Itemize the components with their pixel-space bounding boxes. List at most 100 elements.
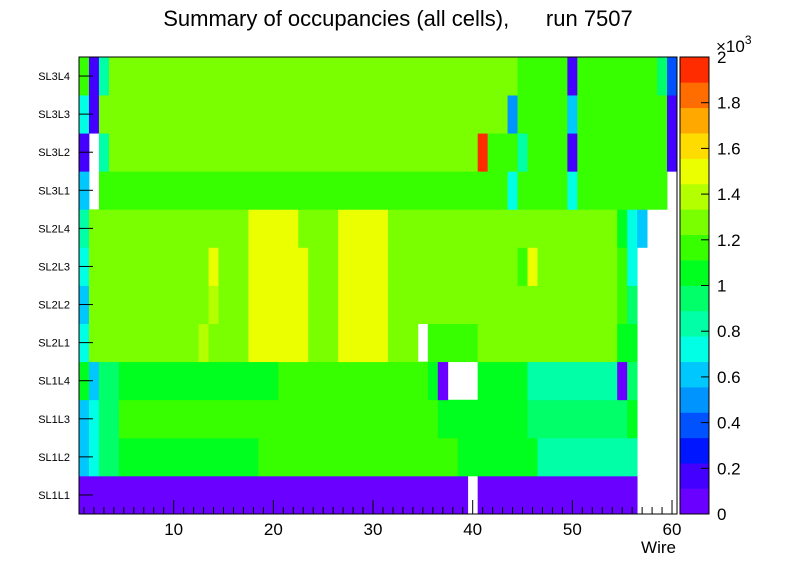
color-scale-swatch bbox=[680, 463, 709, 489]
y-tick-label: SL1L3 bbox=[38, 414, 70, 426]
heatmap-cell bbox=[627, 209, 638, 248]
heatmap-cell bbox=[118, 437, 259, 477]
color-scale-label: 1.8 bbox=[717, 94, 741, 113]
y-tick-label: SL3L1 bbox=[38, 185, 70, 197]
heatmap-cell bbox=[88, 361, 100, 401]
x-tick-label: 60 bbox=[663, 520, 682, 539]
heatmap-cell bbox=[577, 95, 668, 134]
heatmap-cell bbox=[617, 209, 628, 248]
heatmap-cell bbox=[527, 247, 538, 286]
heatmap-cell bbox=[338, 285, 389, 324]
y-tick-label: SL3L3 bbox=[38, 109, 70, 121]
heatmap-cell bbox=[517, 133, 528, 172]
color-scale-swatch bbox=[680, 57, 709, 83]
heatmap-cell bbox=[88, 323, 160, 363]
color-scale-swatch bbox=[680, 107, 709, 134]
color-scale-label: 0.4 bbox=[717, 414, 741, 433]
heatmap-cell bbox=[667, 95, 678, 134]
y-tick-label: SL1L4 bbox=[38, 376, 70, 388]
heatmap-cell bbox=[208, 323, 249, 363]
x-tick-label: 50 bbox=[563, 520, 582, 539]
heatmap-cell bbox=[667, 133, 678, 172]
heatmap-cell bbox=[108, 133, 279, 172]
heatmap-cell bbox=[248, 209, 299, 248]
heatmap-cell bbox=[278, 57, 518, 96]
color-scale-swatch bbox=[680, 437, 709, 464]
heatmap-cell bbox=[98, 95, 279, 134]
heatmap-cell bbox=[248, 323, 309, 363]
heatmap-cell bbox=[427, 361, 439, 401]
heatmap-cell bbox=[497, 285, 618, 324]
heatmap-cell bbox=[627, 323, 638, 363]
heatmap-cell bbox=[637, 209, 648, 248]
heatmap-cell bbox=[88, 57, 100, 96]
color-scale-swatch bbox=[680, 361, 709, 388]
heatmap-cell bbox=[198, 323, 209, 363]
color-scale-exponent: 3 bbox=[745, 33, 752, 47]
color-scale-label: 1.2 bbox=[717, 231, 741, 250]
heatmap-cell bbox=[208, 285, 219, 324]
heatmap-cell bbox=[407, 209, 538, 248]
color-scale-label: 0.8 bbox=[717, 322, 741, 341]
heatmap-cell bbox=[88, 399, 100, 439]
heatmap-cell bbox=[627, 361, 638, 401]
heatmap-cell bbox=[627, 399, 638, 439]
heatmap-cell bbox=[108, 57, 279, 96]
heatmap-cell bbox=[567, 57, 578, 96]
heatmap-cell bbox=[258, 437, 459, 477]
heatmap-cell bbox=[298, 209, 339, 248]
color-scale-multiplier: ×103 bbox=[716, 33, 752, 56]
y-tick-label: SL1L1 bbox=[38, 490, 70, 502]
color-scale-swatch bbox=[680, 209, 709, 236]
x-tick-label: 20 bbox=[264, 520, 283, 539]
heatmap-cell bbox=[427, 323, 479, 363]
heatmap-cell bbox=[477, 323, 618, 363]
color-scale-label: 0 bbox=[717, 505, 726, 524]
heatmap-cell bbox=[248, 285, 309, 324]
heatmap-cell bbox=[527, 361, 618, 401]
heatmap-cell bbox=[158, 323, 199, 363]
heatmap-cell bbox=[527, 399, 628, 439]
heatmap-cell bbox=[218, 285, 249, 324]
heatmap-cell bbox=[308, 247, 339, 286]
heatmap-cell bbox=[88, 285, 160, 324]
color-scale-label: 1 bbox=[717, 277, 726, 296]
heatmap-cell bbox=[218, 247, 249, 286]
heatmap-cell bbox=[507, 171, 518, 210]
x-axis: 10 20 30 40 50 60 bbox=[83, 500, 682, 539]
color-scale-swatch bbox=[680, 183, 709, 210]
heatmap-cell bbox=[517, 95, 568, 134]
y-tick-label: SL2L2 bbox=[38, 300, 70, 312]
heatmap-cell bbox=[387, 323, 419, 363]
heatmap-cell bbox=[278, 171, 479, 210]
color-scale-swatch bbox=[680, 387, 709, 413]
color-scale-label: 0.2 bbox=[717, 459, 741, 478]
heatmap-cell bbox=[278, 133, 479, 172]
heatmap-cell bbox=[208, 247, 219, 286]
color-scale-swatch bbox=[680, 158, 709, 185]
heatmap-cell bbox=[338, 247, 389, 286]
y-tick-label: SL1L2 bbox=[38, 452, 70, 464]
heatmap-cell bbox=[158, 285, 209, 324]
heatmap-cell bbox=[477, 133, 489, 172]
heatmap-cell bbox=[188, 247, 209, 286]
heatmap-cell bbox=[118, 361, 279, 401]
heatmap-cell bbox=[88, 437, 100, 477]
heatmap-cell bbox=[567, 133, 578, 172]
heatmap-cell bbox=[88, 95, 100, 134]
heatmap-cell bbox=[667, 57, 678, 96]
color-scale-label: 1.6 bbox=[717, 139, 741, 158]
heatmap-cell bbox=[477, 171, 508, 210]
heatmap-cell bbox=[537, 247, 618, 286]
heatmap-cell bbox=[308, 323, 339, 363]
heatmap-cell bbox=[457, 437, 538, 477]
heatmap-cell bbox=[477, 475, 638, 515]
heatmap-cell bbox=[567, 95, 578, 134]
heatmap-cell bbox=[98, 437, 120, 477]
y-tick-label: SL2L4 bbox=[38, 223, 70, 235]
heatmap-cells bbox=[79, 57, 678, 515]
heatmap-cell bbox=[387, 285, 498, 324]
x-tick-label: 40 bbox=[463, 520, 482, 539]
heatmap-cell bbox=[278, 361, 429, 401]
